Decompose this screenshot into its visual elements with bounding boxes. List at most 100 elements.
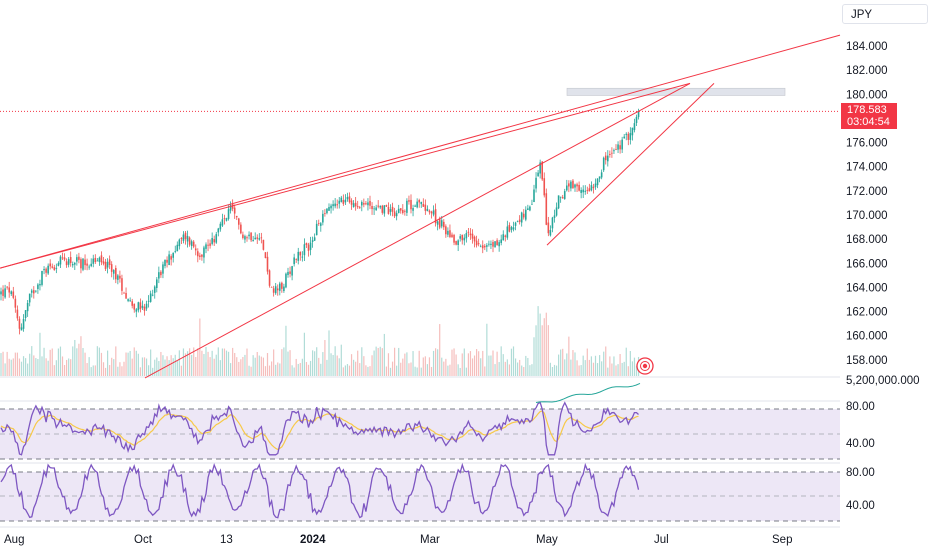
candle-body (604, 155, 607, 161)
candle-body (623, 136, 625, 139)
candle-body (225, 218, 228, 221)
trendline-upper-long[interactable] (0, 34, 841, 269)
volume-bar (242, 356, 244, 376)
candle-body (320, 223, 322, 226)
volume-bar (531, 364, 533, 376)
price-tick-label: 184.000 (846, 41, 888, 53)
volume-bar (16, 352, 18, 376)
candle-body (186, 235, 189, 242)
volume-bar (135, 350, 137, 376)
volume-bar (435, 348, 437, 376)
candle-body (611, 152, 613, 154)
candle-body (45, 268, 47, 273)
volume-tick-label: 5,200,000.000 (846, 375, 920, 387)
candle-body (63, 257, 66, 260)
candle-body (543, 178, 546, 196)
volume-bar (551, 367, 554, 376)
candle-body (35, 290, 37, 292)
volume-bar (619, 353, 621, 376)
trendline-channel-lower[interactable] (546, 83, 715, 246)
candle-body (443, 221, 445, 228)
volume-bar (145, 358, 148, 376)
volume-bar (104, 367, 107, 376)
price-axis[interactable]: 184.000182.000180.000178.000176.000174.0… (846, 41, 888, 367)
volume-bar (100, 352, 103, 376)
candle-body (584, 190, 587, 192)
volume-bar (0, 353, 2, 376)
candle-body (363, 203, 365, 205)
volume-bar (592, 362, 595, 376)
candle-body (143, 306, 146, 311)
candle-body (88, 266, 90, 268)
candle-body (580, 189, 582, 193)
volume-bar (555, 365, 558, 376)
volume-bar (490, 355, 492, 376)
volume-bar (588, 359, 590, 376)
candle-body (504, 235, 507, 237)
candle-body (338, 200, 341, 204)
volume-bar (617, 364, 619, 376)
candle-body (158, 272, 160, 279)
volume-bar (621, 362, 623, 376)
volume-bar (158, 361, 160, 376)
volume-bar (420, 367, 422, 376)
candle-body (561, 197, 564, 199)
volume-bar (562, 348, 564, 376)
candle-body (570, 181, 572, 189)
candle-body (248, 234, 250, 237)
volume-bar (82, 348, 84, 376)
volume-bar (371, 355, 373, 376)
volume-bar (275, 364, 277, 376)
volume-bar (627, 366, 629, 376)
candle-body (219, 223, 222, 230)
candle-body (92, 258, 95, 264)
resistance-zone[interactable] (566, 87, 786, 96)
volume-bar (613, 356, 615, 376)
volume-bar (543, 318, 545, 376)
candle-body (596, 178, 599, 186)
candle-body (260, 237, 263, 239)
candle-body (520, 212, 523, 223)
candle-body (557, 195, 560, 209)
candle-body (39, 283, 41, 286)
time-tick-label: 13 (220, 534, 233, 546)
candle-body (518, 219, 521, 222)
volume-bar (494, 364, 496, 376)
candle-body (33, 290, 35, 294)
candle-body (266, 256, 269, 272)
candle-body (602, 157, 605, 171)
stoch-tick-label: 40.00 (846, 500, 875, 512)
volume-bar (461, 353, 463, 376)
volume-bar (238, 361, 240, 376)
stoch-rsi-axis: 80.00 40.00 (846, 467, 875, 512)
candle-body (47, 265, 49, 274)
candle-body (94, 257, 97, 263)
candle-body (590, 185, 593, 191)
volume-bar (346, 364, 349, 376)
volume-bar (14, 352, 16, 376)
trendline-wedge-lower[interactable] (144, 82, 691, 379)
time-tick-label: Jul (654, 534, 669, 546)
volume-bar (365, 365, 367, 376)
candle-body (488, 243, 490, 245)
volume-bar (605, 346, 607, 376)
time-axis[interactable]: Aug Oct 13 2024 Mar May Jul Sep (4, 534, 792, 546)
volume-bar (453, 348, 455, 376)
volume-bar (33, 355, 35, 376)
candle-body (168, 254, 170, 266)
volume-bar (289, 350, 291, 376)
candle-body (205, 244, 207, 249)
volume-bar (76, 348, 78, 376)
currency-label[interactable]: JPY (842, 4, 928, 24)
volume-bar (111, 357, 113, 376)
candle-body (8, 287, 10, 293)
candle-body (469, 233, 472, 236)
volume-bar (615, 365, 617, 376)
trendline-wedge-upper[interactable] (0, 82, 691, 269)
volume-bar (109, 365, 111, 376)
alert-bell-icon[interactable] (636, 357, 654, 375)
volume-bar (324, 340, 326, 376)
volume-bar (78, 343, 80, 376)
volume-bar (129, 350, 131, 376)
